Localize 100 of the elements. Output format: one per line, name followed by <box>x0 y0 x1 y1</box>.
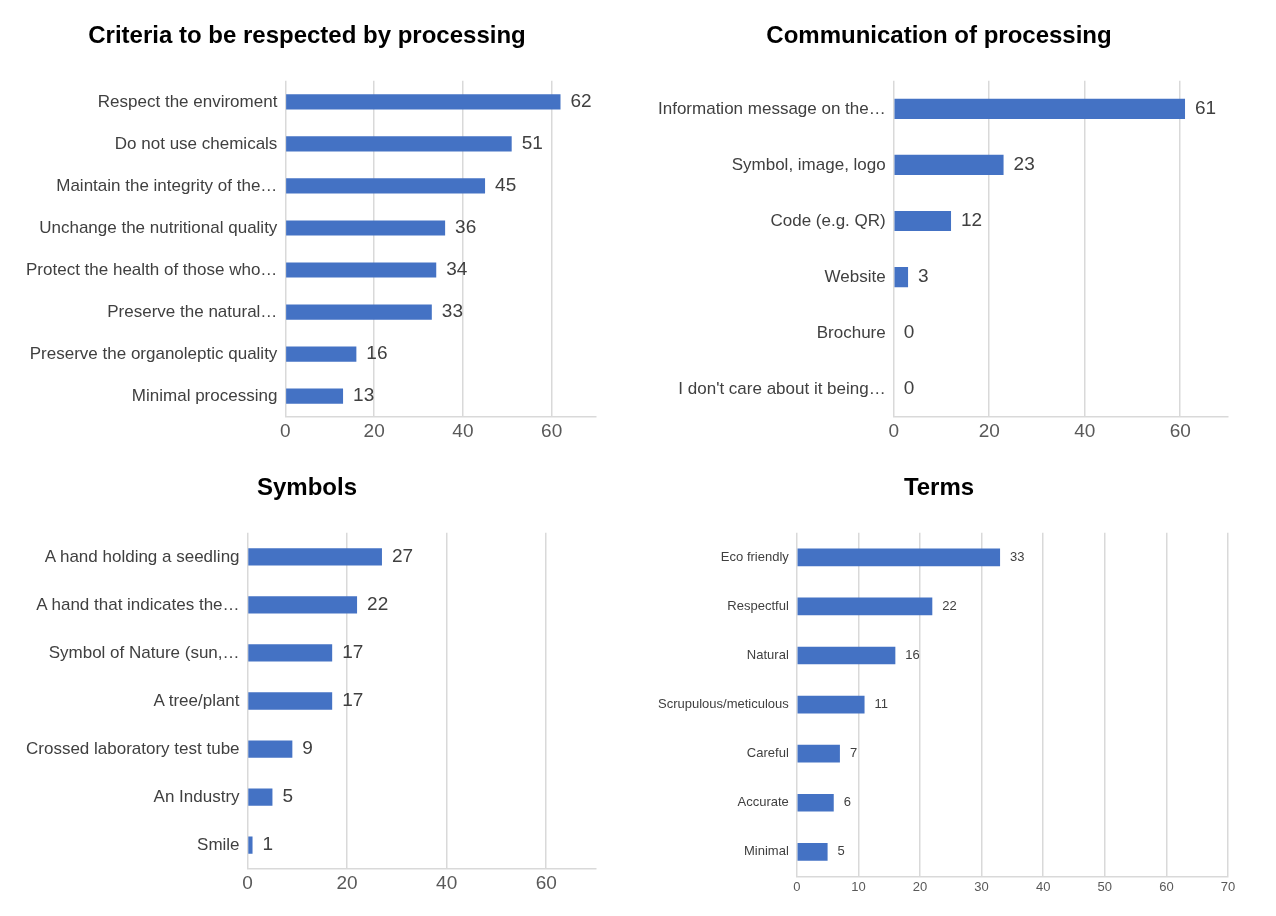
bar <box>286 346 357 362</box>
y-tick-label: Eco friendly <box>720 548 790 564</box>
bar <box>797 597 933 616</box>
y-tick-label: Respectful <box>727 598 789 614</box>
y-tick-label: Symbol of Nature (sun,… <box>48 642 240 662</box>
bar <box>286 136 512 152</box>
bar <box>797 793 834 812</box>
data-label: 23 <box>1013 153 1035 175</box>
chart-title: Criteria to be respected by processing <box>88 21 526 49</box>
y-tick-label: Maintain the integrity of the… <box>56 175 278 195</box>
bar <box>286 178 486 194</box>
y-tick-label: Unchange the nutritional quality <box>39 217 278 237</box>
bar <box>894 154 1004 175</box>
bar <box>894 98 1186 119</box>
x-tick-label: 40 <box>452 419 474 441</box>
data-label: 12 <box>961 209 983 231</box>
x-tick-label: 20 <box>336 871 358 893</box>
y-tick-label: Respect the enviroment <box>97 91 278 111</box>
y-tick-label: Brochure <box>816 322 886 342</box>
y-tick-label: A hand that indicates the… <box>36 594 240 614</box>
y-tick-label: Natural <box>746 647 789 663</box>
data-label: 5 <box>837 843 845 859</box>
bar <box>248 596 358 614</box>
data-label: 16 <box>905 647 920 663</box>
bar <box>286 262 437 278</box>
y-tick-label: I don't care about it being… <box>678 378 886 398</box>
data-label: 51 <box>521 132 543 154</box>
y-tick-label: Symbol, image, logo <box>731 154 886 174</box>
chart-title: Communication of processing <box>766 21 1112 49</box>
bar <box>248 836 253 854</box>
data-label: 7 <box>849 745 858 761</box>
data-label: 17 <box>342 689 364 711</box>
data-label: 33 <box>441 300 463 322</box>
x-tick-label: 30 <box>974 878 989 894</box>
y-tick-label: Protect the health of those who… <box>26 259 278 279</box>
x-tick-label: 0 <box>242 871 253 893</box>
bar <box>894 210 952 232</box>
data-label: 6 <box>843 794 851 810</box>
data-label: 36 <box>455 216 477 238</box>
y-tick-label: An Industry <box>153 786 241 806</box>
y-tick-label: Do not use chemicals <box>114 133 278 153</box>
data-label: 0 <box>903 377 915 399</box>
x-tick-label: 60 <box>541 419 563 441</box>
bar <box>286 304 432 320</box>
y-tick-label: A tree/plant <box>153 690 240 710</box>
x-tick-label: 50 <box>1097 878 1113 894</box>
bar <box>248 788 273 806</box>
y-tick-label: Careful <box>746 745 789 761</box>
y-tick-label: Preserve the natural… <box>107 301 278 321</box>
data-label: 33 <box>1010 548 1025 564</box>
y-tick-label: Minimal processing <box>131 385 278 405</box>
x-tick-label: 70 <box>1220 878 1236 894</box>
data-label: 61 <box>1195 97 1217 119</box>
x-tick-label: 20 <box>978 419 1000 441</box>
bar <box>248 692 333 710</box>
x-tick-label: 20 <box>363 419 385 441</box>
bar <box>797 548 1001 567</box>
y-tick-label: Minimal <box>743 843 789 859</box>
bar <box>894 266 909 288</box>
y-tick-label: Website <box>824 266 886 286</box>
data-label: 1 <box>262 833 274 855</box>
data-label: 34 <box>446 258 468 280</box>
bar <box>286 94 561 110</box>
y-tick-label: Code (e.g. QR) <box>770 210 886 230</box>
data-label: 3 <box>918 265 929 287</box>
data-label: 11 <box>874 696 889 712</box>
data-label: 17 <box>342 641 364 663</box>
data-label: 45 <box>495 174 517 196</box>
y-tick-label: Accurate <box>737 794 789 810</box>
chart-title: Symbols <box>256 473 358 501</box>
x-tick-label: 40 <box>436 871 458 893</box>
data-label: 9 <box>302 737 313 759</box>
x-tick-label: 0 <box>793 878 801 894</box>
bar <box>248 644 333 662</box>
data-label: 62 <box>570 90 592 112</box>
bar <box>797 744 840 763</box>
data-label: 22 <box>367 593 389 615</box>
bar <box>797 843 828 861</box>
data-label: 5 <box>282 785 294 807</box>
x-tick-label: 60 <box>1169 419 1191 441</box>
y-tick-label: Scrupulous/meticulous <box>657 696 790 712</box>
y-tick-label: Preserve the organoleptic quality <box>29 343 278 363</box>
bar <box>797 646 896 665</box>
x-tick-label: 60 <box>535 871 557 893</box>
chart-title: Terms <box>903 473 975 501</box>
data-label: 16 <box>366 342 388 364</box>
y-tick-label: Smile <box>197 834 240 854</box>
bar <box>248 548 382 566</box>
x-tick-label: 60 <box>1159 878 1174 894</box>
bar <box>286 388 344 404</box>
x-tick-label: 0 <box>280 419 291 441</box>
bar <box>797 695 865 714</box>
y-tick-label: Information message on the… <box>658 98 886 118</box>
x-tick-label: 10 <box>851 878 866 894</box>
data-label: 22 <box>942 598 957 614</box>
data-label: 27 <box>391 545 414 567</box>
x-tick-label: 0 <box>888 419 900 441</box>
bar <box>286 220 446 236</box>
y-tick-label: Crossed laboratory test tube <box>25 738 240 758</box>
y-tick-label: A hand holding a seedling <box>44 546 240 566</box>
